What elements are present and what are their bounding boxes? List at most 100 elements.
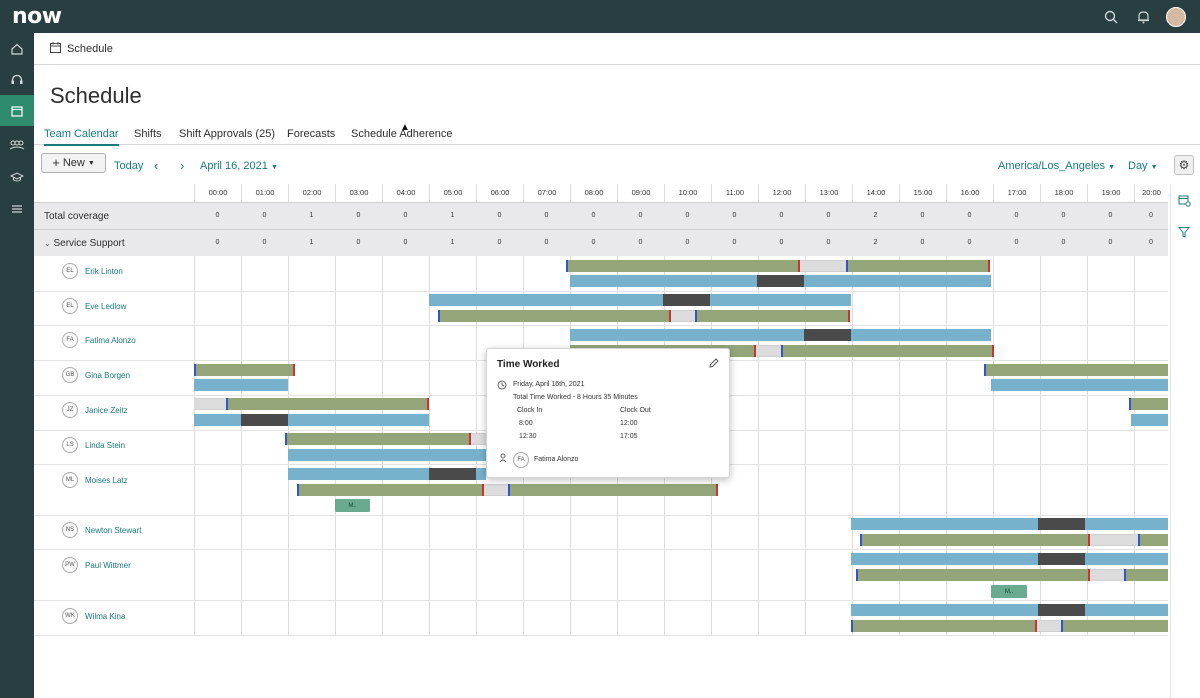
schedule-bar[interactable] — [570, 329, 804, 341]
shift-bar[interactable] — [851, 620, 1037, 632]
headset-icon[interactable] — [0, 64, 34, 95]
view-select[interactable]: Day ▼ — [1128, 160, 1158, 172]
tab-team-calendar[interactable]: Team Calendar — [44, 128, 119, 146]
schedule-bar[interactable] — [429, 294, 663, 306]
service-support-label[interactable]: ⌄ Service Support — [44, 238, 125, 249]
new-button[interactable]: + New ▼ — [41, 153, 106, 173]
break-bar[interactable] — [1038, 604, 1085, 616]
shift-bar[interactable] — [1126, 569, 1168, 581]
shift-bar[interactable] — [566, 260, 798, 272]
user-avatar[interactable] — [1166, 7, 1186, 27]
person-name[interactable]: Moises Latz — [85, 475, 128, 485]
list-icon[interactable] — [0, 193, 34, 224]
shift-bar[interactable] — [1129, 398, 1168, 410]
person-name[interactable]: Fatima Alonzo — [85, 335, 136, 345]
person-name[interactable]: Erik Linton — [85, 266, 123, 276]
schedule-bar[interactable] — [288, 414, 429, 426]
break-bar[interactable] — [471, 433, 487, 445]
person-row[interactable]: ML Moises Latz — [62, 472, 128, 488]
graduation-icon[interactable] — [0, 161, 34, 192]
pencil-icon[interactable] — [709, 358, 719, 371]
schedule-bar[interactable] — [288, 449, 488, 461]
shift-bar[interactable] — [285, 433, 470, 445]
person-row[interactable]: PW Paul Wittmer — [62, 557, 131, 573]
break-bar[interactable] — [756, 345, 781, 357]
shift-bar[interactable] — [984, 364, 1168, 376]
tab-shifts[interactable]: Shifts — [134, 128, 162, 140]
home-icon[interactable] — [0, 33, 34, 64]
schedule-bar[interactable] — [710, 294, 851, 306]
schedule-bar[interactable] — [1085, 518, 1168, 530]
break-bar[interactable] — [194, 398, 226, 410]
schedule-bar[interactable] — [476, 468, 486, 480]
calendar-icon[interactable] — [0, 95, 34, 126]
chevron-down-icon[interactable]: ⌄ — [44, 239, 51, 248]
shift-bar[interactable] — [194, 364, 295, 376]
shift-bar[interactable] — [846, 260, 990, 272]
schedule-bar[interactable] — [288, 468, 429, 480]
date-picker[interactable]: April 16, 2021 ▼ — [200, 160, 278, 172]
schedule-bar[interactable] — [194, 414, 241, 426]
schedule-bar[interactable] — [851, 553, 1038, 565]
break-bar[interactable] — [1037, 620, 1061, 632]
shift-bar[interactable] — [860, 534, 1090, 546]
person-row[interactable]: EL Erik Linton — [62, 263, 123, 279]
search-icon[interactable] — [1102, 8, 1120, 26]
schedule-bar[interactable] — [851, 604, 1038, 616]
break-bar[interactable] — [1090, 534, 1138, 546]
person-row[interactable]: EL Eve Ledlow — [62, 298, 126, 314]
shift-bar[interactable] — [856, 569, 1090, 581]
shift-bar[interactable] — [781, 345, 994, 357]
schedule-bar[interactable] — [851, 329, 991, 341]
shift-bar[interactable] — [509, 484, 717, 496]
person-row[interactable]: JZ Janice Zeitz — [62, 402, 128, 418]
person-name[interactable]: Paul Wittmer — [85, 560, 131, 570]
tab-schedule-adherence[interactable]: Schedule Adherence — [351, 128, 453, 140]
chevron-left-icon[interactable]: ‹ — [154, 158, 159, 173]
person-row[interactable]: LS Linda Stein — [62, 437, 125, 453]
break-bar[interactable] — [670, 310, 695, 322]
break-bar[interactable] — [663, 294, 710, 306]
person-row[interactable]: NS Newton Stewart — [62, 522, 141, 538]
tab-forecasts[interactable]: Forecasts — [287, 128, 336, 140]
person-name[interactable]: Gina Borgen — [85, 370, 130, 380]
break-bar[interactable] — [241, 414, 288, 426]
break-bar[interactable] — [804, 329, 851, 341]
shift-bar[interactable] — [1140, 534, 1168, 546]
schedule-bar[interactable] — [1131, 414, 1168, 426]
break-bar[interactable] — [1038, 518, 1085, 530]
chevron-right-icon[interactable]: › — [180, 158, 185, 173]
break-bar[interactable] — [757, 275, 804, 287]
team-icon[interactable] — [0, 129, 34, 160]
break-bar[interactable] — [429, 468, 476, 480]
gear-icon[interactable]: ⚙ — [1174, 155, 1194, 175]
breadcrumb-label[interactable]: Schedule — [67, 42, 113, 55]
service-support-row[interactable]: ⌄ Service Support 0 0 1 0 0 1 0 0 0 0 0 0 0 0 2 0 0 0 0 0 0 — [34, 229, 1168, 256]
shift-bar[interactable] — [695, 310, 850, 322]
schedule-bar[interactable] — [570, 275, 757, 287]
schedule-bar[interactable] — [851, 518, 1038, 530]
person-row[interactable]: WK Wilma Kina — [62, 608, 125, 624]
person-row[interactable]: GB Gina Borgen — [62, 367, 130, 383]
schedule-bar[interactable] — [194, 379, 288, 391]
schedule-bar[interactable] — [1085, 604, 1168, 616]
break-bar[interactable] — [484, 484, 509, 496]
person-name[interactable]: Wilma Kina — [85, 611, 126, 621]
person-name[interactable]: Linda Stein — [85, 440, 126, 450]
calendar-settings-icon[interactable] — [1178, 194, 1191, 210]
timezone-select[interactable]: America/Los_Angeles ▼ — [998, 160, 1116, 172]
shift-bar[interactable] — [438, 310, 670, 322]
break-bar[interactable] — [798, 260, 846, 272]
today-button[interactable]: Today — [114, 160, 144, 172]
bell-icon[interactable] — [1134, 8, 1152, 26]
person-name[interactable]: Janice Zeitz — [85, 405, 128, 415]
schedule-bar[interactable] — [1085, 553, 1168, 565]
person-row[interactable]: FA Fatima Alonzo — [62, 332, 136, 348]
shift-bar[interactable] — [226, 398, 429, 410]
shift-bar[interactable] — [297, 484, 483, 496]
tab-shift-approvals[interactable]: Shift Approvals (25) — [179, 128, 275, 140]
shift-bar[interactable] — [1063, 620, 1168, 632]
person-name[interactable]: Eve Ledlow — [85, 301, 127, 311]
schedule-bar[interactable] — [991, 379, 1168, 391]
filter-icon[interactable] — [1177, 226, 1191, 241]
